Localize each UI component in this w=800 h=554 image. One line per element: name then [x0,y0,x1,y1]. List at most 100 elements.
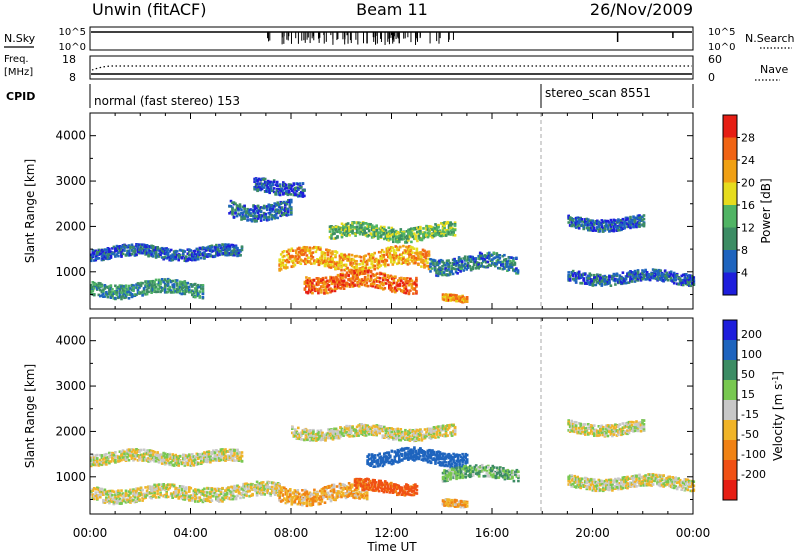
power-echo-cell [234,202,237,205]
power-echo-cell [186,248,190,251]
power-echo-cell [400,258,404,262]
power-echo-cell [459,296,463,300]
power-echo-cell [426,235,430,239]
power-echo-cell [633,216,637,220]
power-echo-cell [390,226,394,230]
power-echo-cell [142,288,146,292]
power-echo-cell [393,232,397,236]
power-echo-cell [348,279,352,282]
power-echo-cell [298,246,301,250]
velocity-echo-cell [139,486,143,490]
power-echo-cell [194,256,197,259]
power-echo-cell [139,249,143,252]
velocity-echo-cell [186,497,190,500]
power-echo-cell [390,249,393,253]
power-echo-cell [497,254,500,257]
velocity-echo-cell [194,500,197,503]
power-echo-cell [681,283,685,287]
power-echo-cell [233,250,236,253]
power-echo-cell [591,224,595,227]
power-echo-cell [321,278,325,282]
power-echo-cell [328,265,331,269]
power-echo-cell [402,257,405,261]
power-echo-cell [311,282,314,285]
power-echo-cell [150,250,153,254]
power-echo-cell [373,264,376,268]
power-echo-cell [135,253,138,256]
power-echo-cell [333,285,337,288]
power-echo-cell [615,228,619,231]
power-echo-cell [200,253,203,256]
power-echo-cell [612,229,616,233]
power-echo-cell [453,267,456,271]
power-echo-cell [603,219,607,223]
power-echo-cell [419,227,422,231]
power-echo-cell [262,218,266,221]
power-echo-cell [443,231,446,234]
power-echo-cell [363,276,367,280]
power-echo-cell [396,254,399,258]
power-echo-cell [268,187,271,191]
power-echo-cell [311,251,315,254]
power-echo-cell [150,287,153,290]
noise-right-tick-bottom: 10^0 [708,42,735,53]
power-echo-cell [402,231,406,234]
power-echo-cell [188,248,191,251]
power-echo-cell [587,220,590,223]
power-echo-cell [642,276,646,280]
power-echo-cell [154,252,158,256]
power-echo-cell [516,269,520,272]
power-echo-cell [321,281,325,285]
power-echo-cell [573,224,576,227]
power-echo-cell [271,189,274,193]
power-echo-cell [308,284,311,288]
power-echo-cell [201,284,205,287]
power-echo-cell [459,257,462,261]
power-echo-cell [460,265,464,268]
power-echo-cell [124,291,128,295]
power-echo-cell [648,278,652,282]
colorbar-segment [723,272,737,296]
power-echo-cell [141,243,144,246]
power-echo-cell [201,295,205,299]
velocity-echo-cell [163,493,167,497]
power-echo-cell [139,243,143,246]
power-echo-cell [421,261,425,265]
power-echo-cell [150,246,153,249]
power-echo-cell [426,228,430,231]
power-echo-cell [434,227,437,230]
power-echo-cell [449,221,452,225]
power-echo-cell [183,290,187,293]
power-echo-cell [438,229,442,232]
power-echo-cell [97,249,101,253]
power-echo-cell [674,275,677,278]
power-echo-cell [194,252,197,256]
power-echo-cell [370,262,373,266]
power-echo-cell [375,228,378,232]
power-echo-cell [121,248,125,252]
power-echo-cell [353,272,356,275]
power-echo-cell [411,233,415,236]
velocity-echo-cell [185,494,188,497]
power-echo-cell [218,249,221,253]
power-echo-cell [447,263,450,267]
power-echo-cell [390,257,393,261]
power-echo-cell [645,277,649,281]
power-echo-cell [293,258,297,262]
power-echo-cell [243,207,246,211]
power-echo-cell [594,220,598,223]
power-echo-cell [177,285,180,289]
power-echo-cell [343,233,347,236]
beam-title: Beam 11 [356,0,428,19]
power-echo-cell [154,251,158,254]
power-echo-cell [120,285,123,288]
velocity-echoes [90,419,696,509]
power-echo-cell [323,289,326,292]
power-echo-cell [379,235,383,238]
power-echo-cell [413,287,417,290]
power-echo-cell [393,231,397,234]
power-echo-cell [172,288,176,291]
power-echo-cell [469,258,473,261]
power-echo-cell [644,278,647,281]
power-echo-cell [494,264,497,268]
